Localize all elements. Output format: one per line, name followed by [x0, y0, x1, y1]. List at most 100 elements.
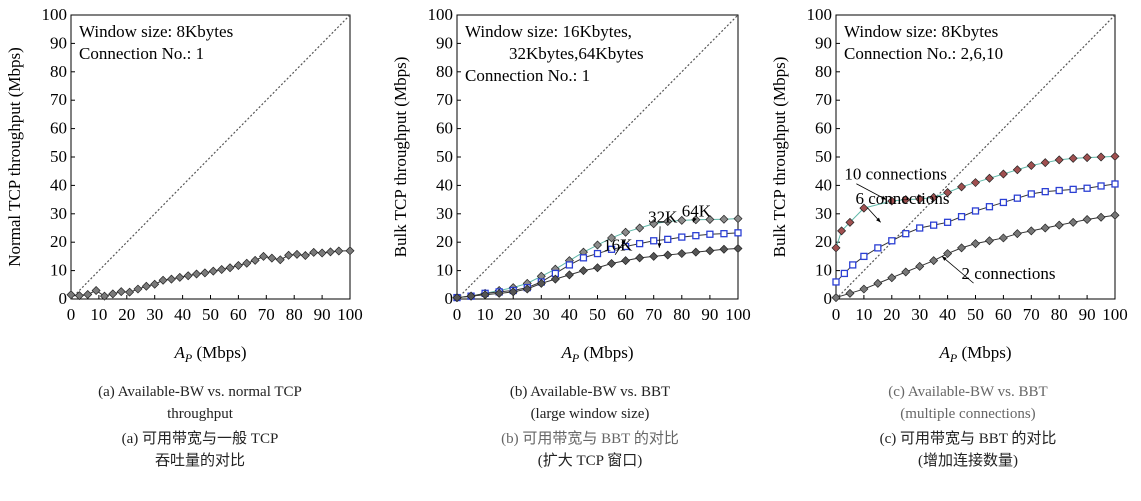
y-tick-label: 50: [436, 147, 453, 166]
data-point-diamond: [649, 251, 659, 261]
data-point-square: [650, 237, 658, 245]
data-point-diamond: [1054, 220, 1064, 230]
x-tick-label: 80: [1051, 305, 1068, 324]
x-tick-label: 10: [90, 305, 107, 324]
data-point-diamond: [971, 239, 980, 249]
data-point-diamond: [508, 287, 518, 297]
x-tick-label: 40: [174, 305, 191, 324]
x-tick-label: 40: [561, 305, 578, 324]
data-point-diamond: [578, 266, 588, 276]
x-tick-label: 50: [589, 305, 606, 324]
data-point-diamond: [1096, 212, 1106, 222]
data-point-square: [1111, 180, 1119, 188]
data-point-diamond: [522, 284, 532, 294]
data-point-diamond: [901, 267, 911, 277]
data-point-diamond: [943, 249, 953, 259]
data-point-diamond: [1026, 161, 1036, 171]
y-tick-label: 70: [815, 90, 832, 109]
data-point-diamond: [1040, 223, 1050, 233]
y-tick-label: 60: [815, 119, 832, 138]
chart-panel-1: 0 10 20 30 40 50 60 70 80 90 100 0 10 20 30 40 50 60 70 80 9…: [5, 5, 363, 365]
data-point-square: [849, 261, 857, 269]
y-tick-label: 10: [50, 261, 67, 280]
x-tick-label: 60: [617, 305, 634, 324]
series-label: 6 connections: [856, 189, 950, 208]
y-axis-label: Bulk TCP throughput (Mbps): [770, 57, 789, 258]
x-tick-label: 30: [146, 305, 163, 324]
data-point-square: [1027, 190, 1035, 198]
data-point-diamond: [1054, 155, 1064, 165]
data-point-diamond: [621, 256, 631, 266]
data-point-diamond: [915, 261, 925, 271]
y-tick-label: 0: [59, 289, 68, 308]
data-point-diamond: [300, 251, 310, 261]
y-tick-label: 10: [815, 261, 832, 280]
data-point-diamond: [334, 246, 344, 256]
chart-caption-1: (a) Available-BW vs. normal TCP throughpu…: [10, 381, 390, 472]
data-point-diamond: [887, 196, 897, 206]
data-point-square: [902, 230, 910, 238]
annotation-text: Connection No.: 2,6,10: [844, 44, 1003, 63]
data-point-diamond: [663, 216, 673, 226]
data-point-diamond: [192, 269, 202, 279]
y-tick-label: 100: [428, 5, 454, 24]
x-axis-label: AP (Mbps): [560, 343, 633, 365]
data-point-square: [930, 221, 938, 229]
x-tick-label: 70: [1023, 305, 1040, 324]
data-point-diamond: [733, 214, 743, 224]
x-tick-label: 10: [855, 305, 872, 324]
caption-line: (multiple connections): [900, 406, 1036, 422]
data-point-square: [607, 245, 616, 253]
data-point-square: [1041, 187, 1049, 196]
arrow-head: [942, 256, 947, 261]
x-tick-label: 20: [118, 305, 135, 324]
data-point-square: [1097, 182, 1105, 190]
x-tick-label: 0: [832, 305, 841, 324]
data-point-square: [1055, 186, 1063, 195]
data-point-diamond: [705, 246, 715, 256]
data-point-diamond: [607, 259, 617, 268]
data-point-diamond: [99, 291, 109, 301]
data-point-diamond: [1110, 210, 1120, 220]
data-point-square: [874, 244, 882, 252]
x-tick-label: 100: [337, 305, 363, 324]
y-tick-label: 70: [436, 90, 453, 109]
data-point-diamond: [635, 223, 645, 233]
data-point-diamond: [719, 214, 729, 224]
x-tick-label: 20: [505, 305, 522, 324]
data-point-diamond: [859, 203, 869, 213]
y-tick-label: 40: [50, 175, 67, 194]
data-point-diamond: [208, 266, 218, 276]
x-tick-label: 50: [202, 305, 219, 324]
data-point-square: [664, 235, 672, 244]
chart-caption-3: (c) Available-BW vs. BBT (multiple connec…: [778, 381, 1141, 472]
y-tick-label: 20: [50, 232, 67, 251]
caption-line: throughput: [167, 406, 233, 422]
data-point-square: [565, 261, 574, 269]
data-point-diamond: [166, 274, 176, 284]
x-tick-label: 0: [67, 305, 76, 324]
data-point-diamond: [1012, 229, 1022, 239]
x-tick-label: 100: [725, 305, 751, 324]
data-point-diamond: [929, 192, 939, 202]
y-tick-label: 50: [815, 147, 832, 166]
y-tick-label: 60: [436, 119, 453, 138]
data-point-square: [1069, 185, 1077, 194]
data-point-diamond: [943, 188, 953, 197]
data-point-diamond: [957, 243, 967, 253]
data-point-square: [706, 230, 714, 238]
y-tick-label: 90: [815, 33, 832, 52]
series-label: 32K: [648, 207, 678, 226]
y-tick-label: 100: [807, 5, 833, 24]
arrow-head: [657, 243, 662, 248]
x-tick-label: 0: [453, 305, 462, 324]
data-point-diamond: [873, 278, 883, 288]
y-axis-label: Normal TCP throughput (Mbps): [5, 47, 24, 267]
annotation-text: Window size: 8Kbytes: [79, 22, 233, 41]
data-point-diamond: [984, 236, 994, 246]
caption-line: (c) 可用带宽与 BBT 的对比: [879, 431, 1057, 447]
data-point-square: [621, 242, 630, 251]
data-point-diamond: [621, 227, 631, 237]
data-point-square: [636, 239, 644, 248]
